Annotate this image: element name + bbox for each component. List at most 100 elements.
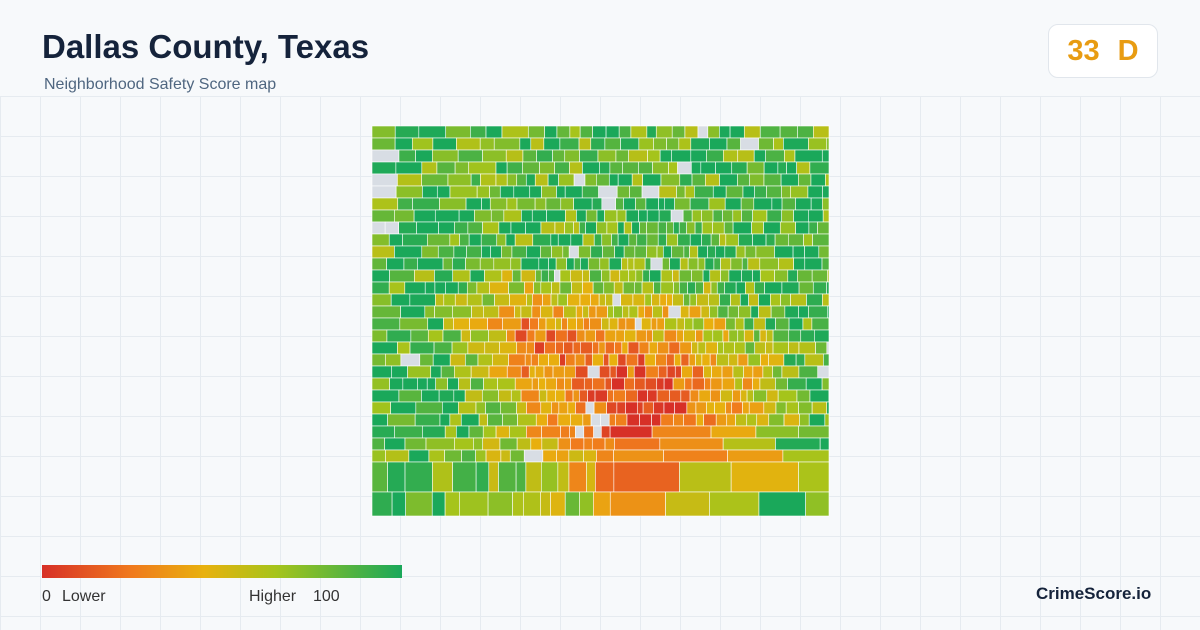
tract <box>644 293 652 307</box>
tract <box>371 329 388 343</box>
tract <box>421 161 438 175</box>
tract <box>817 221 830 235</box>
tract <box>588 305 597 319</box>
tract <box>538 389 548 403</box>
tract <box>604 209 618 223</box>
tract <box>660 173 681 187</box>
tract <box>526 245 541 259</box>
tract <box>585 209 598 223</box>
tract <box>563 365 576 379</box>
tract <box>582 233 595 247</box>
tract <box>742 185 755 199</box>
tract <box>520 389 540 403</box>
tract <box>596 173 610 187</box>
tract <box>607 305 614 319</box>
tract <box>371 269 390 283</box>
tract <box>682 209 693 223</box>
tract <box>657 233 667 247</box>
tract <box>774 269 789 283</box>
tract <box>488 329 507 343</box>
tract <box>664 317 678 331</box>
tract <box>402 233 428 247</box>
tract <box>591 353 604 367</box>
tract <box>691 377 705 391</box>
tract <box>687 281 696 295</box>
tract <box>624 329 637 343</box>
tract <box>808 305 828 319</box>
tract <box>534 197 547 211</box>
tract <box>525 221 542 235</box>
tract <box>559 269 571 283</box>
tract <box>498 389 512 403</box>
tract <box>719 293 731 307</box>
tract <box>532 293 543 307</box>
tract <box>642 173 662 187</box>
tract <box>734 341 746 355</box>
tract <box>671 125 686 139</box>
tract <box>609 161 624 175</box>
tract <box>498 461 517 493</box>
tract <box>560 425 571 439</box>
tract <box>609 269 621 283</box>
tract <box>574 353 586 367</box>
tract <box>780 293 791 307</box>
tract <box>764 281 783 295</box>
tract <box>538 353 549 367</box>
tract <box>552 365 565 379</box>
tract <box>566 257 575 271</box>
tract <box>467 341 486 355</box>
tract <box>397 197 413 211</box>
tract <box>744 341 756 355</box>
tract <box>606 401 618 415</box>
tract <box>592 281 605 295</box>
tract <box>811 401 828 415</box>
tract <box>548 257 557 271</box>
tract <box>727 305 739 319</box>
tract <box>371 185 397 199</box>
tract <box>371 317 401 331</box>
tract <box>569 125 581 139</box>
tract <box>492 353 509 367</box>
tract <box>732 209 742 223</box>
title: Dallas County, Texas <box>42 28 370 65</box>
tract <box>517 413 537 427</box>
tract <box>397 341 411 355</box>
tract <box>617 221 625 235</box>
tract <box>580 341 593 355</box>
tract <box>663 329 678 343</box>
tract <box>582 161 600 175</box>
tract <box>646 245 658 259</box>
tract <box>596 209 605 223</box>
tract <box>398 149 416 163</box>
tract <box>808 209 824 223</box>
tract <box>431 491 446 517</box>
tract <box>663 449 728 463</box>
tract <box>589 269 602 283</box>
tract <box>526 293 533 307</box>
tract <box>715 161 733 175</box>
tract <box>758 137 774 151</box>
tract <box>404 461 433 493</box>
tract <box>814 329 830 343</box>
tract <box>555 257 567 271</box>
tract <box>371 281 390 295</box>
tract <box>641 317 652 331</box>
tract <box>748 293 759 307</box>
tract <box>686 401 697 415</box>
tract <box>662 305 670 319</box>
tract <box>797 125 814 139</box>
tract <box>695 329 704 343</box>
tract <box>668 161 678 175</box>
tract <box>693 185 714 199</box>
tract <box>487 491 513 517</box>
tract <box>430 365 442 379</box>
tract <box>475 461 490 493</box>
tract <box>710 377 723 391</box>
tract <box>554 221 565 235</box>
tract <box>391 491 406 517</box>
tract <box>543 365 554 379</box>
tract <box>587 257 601 271</box>
tract <box>651 425 712 439</box>
tract <box>550 293 559 307</box>
